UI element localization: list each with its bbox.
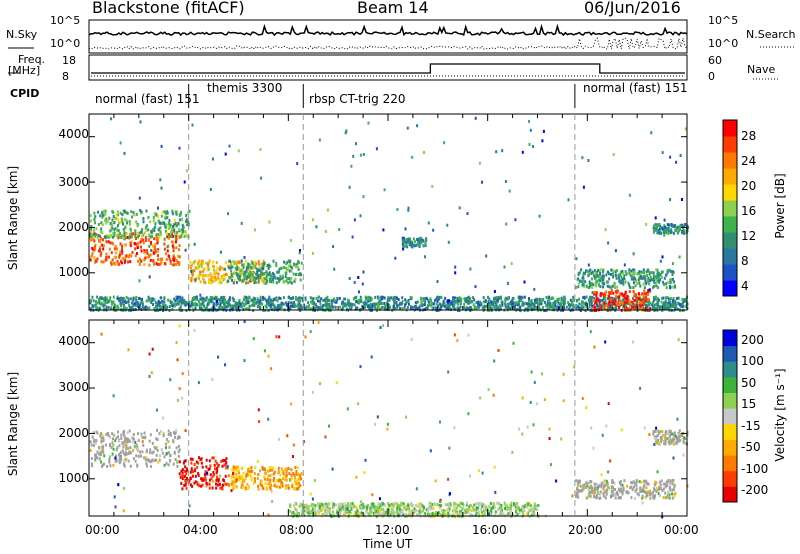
power-colorbar-label: Power [dB] <box>773 173 787 239</box>
cpid-segment-4: normal (fast) 151 <box>583 81 688 95</box>
power-ytick-3000: 3000 <box>58 175 89 189</box>
power-colorbar-swatch <box>723 232 737 249</box>
velocity-colorbar-swatch <box>723 330 737 347</box>
power-colorbar-swatch <box>723 264 737 281</box>
velocity-colorbar-swatch <box>723 470 737 487</box>
velocity-cb-tick-7: -200 <box>741 483 769 497</box>
power-cb-tick-3: 16 <box>741 204 757 218</box>
velocity-colorbar-swatch <box>723 345 737 362</box>
xtick-0000: 00:00 <box>85 523 120 537</box>
velocity-colorbar-frame <box>722 329 738 503</box>
vel-ytick-2000: 2000 <box>58 426 89 440</box>
velocity-colorbar-swatch <box>723 392 737 409</box>
power-colorbar-swatch <box>723 136 737 153</box>
power-colorbar-swatch <box>723 168 737 185</box>
power-colorbar-swatch <box>723 200 737 217</box>
power-colorbar-swatch <box>723 120 737 137</box>
velocity-colorbar-label: Velocity [m s⁻¹] <box>773 368 787 462</box>
nave-label: Nave <box>747 63 776 76</box>
cpid-segment-3: rbsp CT-trig 220 <box>309 92 406 106</box>
nsky-right-tick-bottom: 10^0 <box>708 37 739 50</box>
date-title: 06/Jun/2016 <box>584 0 681 17</box>
power-colorbar-swatch <box>723 216 737 233</box>
x-axis-title: Time UT <box>363 537 413 551</box>
nsky-panel <box>88 19 688 54</box>
velocity-cb-tick-6: -100 <box>741 462 769 476</box>
power-cb-tick-5: 8 <box>741 254 749 268</box>
velocity-cb-tick-5: -50 <box>741 440 761 454</box>
velocity-colorbar-swatch <box>723 486 737 503</box>
freq-label: Freq. <box>18 53 46 66</box>
velocity-cb-tick-4: -15 <box>741 419 761 433</box>
beam-title: Beam 14 <box>357 0 429 17</box>
velocity-colorbar-swatch <box>723 361 737 378</box>
power-ytick-4000: 4000 <box>58 127 89 141</box>
nsky-tick-top: 10^5 <box>50 14 81 27</box>
velocity-colorbar-swatch <box>723 376 737 393</box>
cpid-segment-1: normal (fast) 151 <box>95 92 200 106</box>
power-colorbar-swatch <box>723 184 737 201</box>
velocity-cb-tick-1: 100 <box>741 354 764 368</box>
power-colorbar-swatch <box>723 248 737 265</box>
power-cb-tick-4: 12 <box>741 229 757 243</box>
nsearch-trace <box>88 37 688 50</box>
power-ylabel: Slant Range [km] <box>6 165 20 271</box>
velocity-colorbar-swatch <box>723 439 737 456</box>
power-scatter <box>89 116 689 313</box>
nsky-trace <box>88 23 688 37</box>
freq-tick-bottom: 8 <box>62 70 69 83</box>
xtick-2400: 00:00 <box>664 523 699 537</box>
xtick-0400: 04:00 <box>183 523 218 537</box>
vel-ytick-1000: 1000 <box>58 471 89 485</box>
velocity-colorbar-swatch <box>723 423 737 440</box>
vel-ytick-3000: 3000 <box>58 380 89 394</box>
xtick-2000: 20:00 <box>568 523 603 537</box>
velocity-cb-tick-0: 200 <box>741 333 764 347</box>
power-colorbar-swatch <box>723 152 737 169</box>
xtick-1200: 12:00 <box>375 523 410 537</box>
power-cb-tick-6: 4 <box>741 279 749 293</box>
freq-trace <box>91 63 685 74</box>
nave-tick-top: 60 <box>708 54 722 67</box>
velocity-scatter <box>89 320 689 519</box>
nave-tick-bottom: 0 <box>708 70 715 83</box>
freq-unit: [MHz] <box>8 64 41 77</box>
nsky-label: N.Sky <box>6 28 38 41</box>
cpid-label: CPID <box>10 87 40 100</box>
velocity-cb-tick-3: 15 <box>741 397 757 411</box>
nsky-right-tick-top: 10^5 <box>708 14 739 27</box>
power-ytick-1000: 1000 <box>58 265 89 279</box>
vel-ylabel: Slant Range [km] <box>6 371 20 477</box>
velocity-colorbar-swatch <box>723 408 737 425</box>
power-cb-tick-0: 28 <box>741 129 757 143</box>
cpid-segment-2: themis 3300 <box>207 81 283 95</box>
power-ytick-2000: 2000 <box>58 220 89 234</box>
xtick-0800: 08:00 <box>279 523 314 537</box>
velocity-colorbar-swatch <box>723 455 737 472</box>
xtick-1600: 16:00 <box>472 523 507 537</box>
power-cb-tick-2: 20 <box>741 179 757 193</box>
power-colorbar-swatch <box>723 280 737 297</box>
nsky-tick-bottom: 10^0 <box>50 37 81 50</box>
power-colorbar-frame <box>722 119 738 297</box>
station-title: Blackstone (fitACF) <box>92 0 245 17</box>
velocity-cb-tick-2: 50 <box>741 376 757 390</box>
freq-panel <box>88 54 688 81</box>
power-cb-tick-1: 24 <box>741 154 757 168</box>
vel-ytick-4000: 4000 <box>58 334 89 348</box>
freq-tick-top: 18 <box>62 54 76 67</box>
nsearch-label: N.Search <box>746 28 796 41</box>
